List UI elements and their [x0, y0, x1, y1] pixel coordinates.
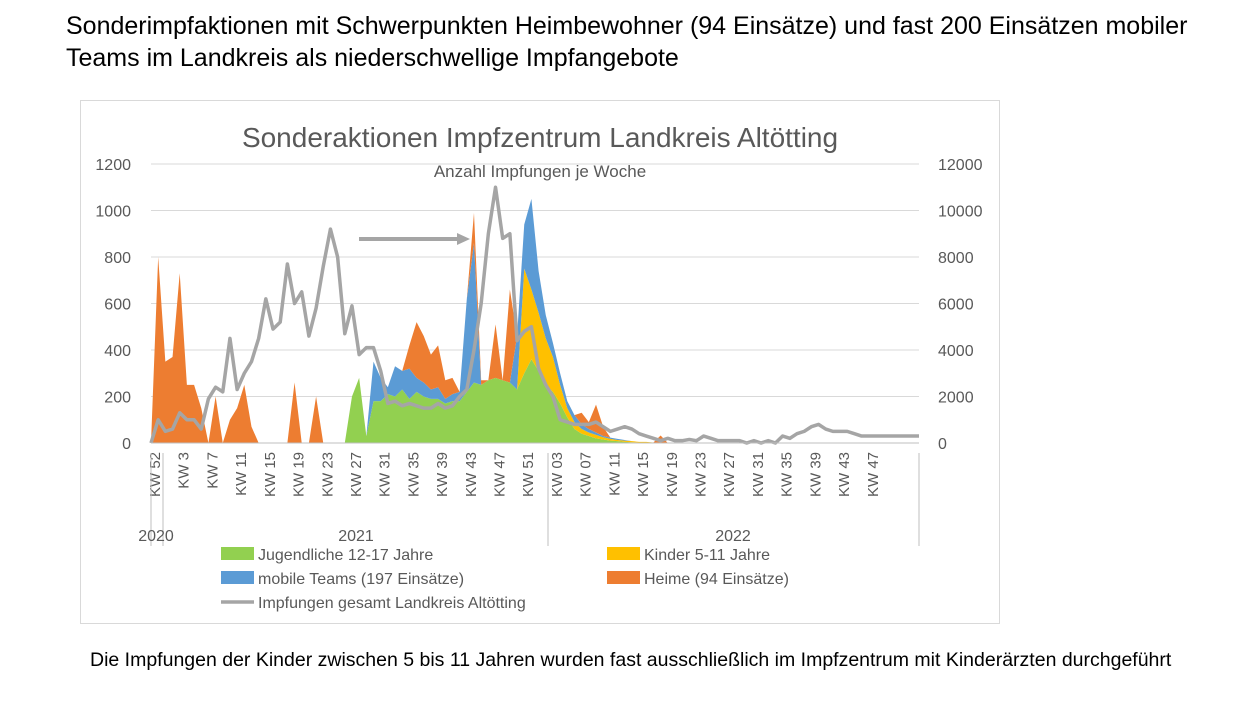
x-tick-label: KW 52 — [147, 452, 164, 497]
legend-swatch-jugendliche — [221, 547, 254, 560]
y-left-tick-label: 800 — [104, 250, 131, 267]
y-left-tick-label: 1200 — [95, 157, 131, 174]
x-tick-label: KW 15 — [635, 452, 652, 497]
x-tick-label: KW 23 — [692, 452, 709, 497]
footnote: Die Impfungen der Kinder zwischen 5 bis … — [90, 649, 1172, 671]
area-mobile — [151, 198, 919, 443]
legend-label: Heime (94 Einsätze) — [644, 571, 789, 588]
y-right-tick-label: 0 — [938, 436, 947, 453]
x-tick-label: KW 31 — [750, 452, 767, 497]
area-jugendliche — [151, 359, 919, 443]
y-left-tick-label: 400 — [104, 343, 131, 360]
legend: Jugendliche 12-17 Jahre Kinder 5-11 Jahre… — [221, 547, 789, 612]
line-impfungen-gesamt — [149, 185, 919, 445]
legend-swatch-kinder — [607, 547, 640, 560]
year-label: 2021 — [338, 528, 374, 545]
x-tick-label: KW 35 — [405, 452, 422, 497]
x-tick-label: KW 47 — [865, 452, 882, 497]
y-left-tick-label: 1000 — [95, 204, 131, 221]
total-line-layer — [149, 185, 919, 445]
x-tick-label: KW 35 — [779, 452, 796, 497]
axes: 0 0 200 2000 400 4000 600 6000 800 8000 1000 10000 1… — [95, 157, 983, 546]
x-tick-label: KW 07 — [578, 452, 595, 497]
y-right-tick-label: 12000 — [938, 157, 983, 174]
x-tick-label: KW 43 — [836, 452, 853, 497]
x-tick-label: KW 51 — [520, 452, 537, 497]
x-tick-label: KW 27 — [721, 452, 738, 497]
x-tick-label: KW 27 — [348, 452, 365, 497]
x-tick-label: KW 11 — [606, 452, 623, 496]
x-tick-label: KW 39 — [434, 452, 451, 497]
chart-container: Sonderaktionen Impfzentrum Landkreis Alt… — [80, 100, 1000, 624]
slide-title: Sonderimpfaktionen mit Schwerpunkten Hei… — [66, 12, 1188, 72]
legend-label: Kinder 5-11 Jahre — [644, 547, 770, 564]
stacked-areas — [151, 198, 919, 443]
x-tick-label: KW 43 — [463, 452, 480, 497]
x-tick-label: KW 19 — [291, 452, 308, 497]
legend-label: Jugendliche 12-17 Jahre — [258, 547, 433, 564]
x-tick-label: KW 19 — [664, 452, 681, 497]
x-tick-label: KW 15 — [262, 452, 279, 497]
chart-svg: Sonderaktionen Impfzentrum Landkreis Alt… — [95, 122, 983, 612]
y-left-tick-label: 200 — [104, 390, 131, 407]
y-right-tick-label: 6000 — [938, 297, 974, 314]
x-tick-label: KW 39 — [807, 452, 824, 497]
chart-title: Sonderaktionen Impfzentrum Landkreis Alt… — [242, 122, 838, 153]
trend-arrow-head — [457, 233, 470, 245]
legend-label: Impfungen gesamt Landkreis Altötting — [258, 595, 526, 612]
chart-subtitle: Anzahl Impfungen je Woche — [434, 162, 646, 181]
y-right-tick-label: 10000 — [938, 204, 983, 221]
x-tick-label: KW 23 — [319, 452, 336, 497]
year-label: 2020 — [138, 528, 174, 545]
legend-label: mobile Teams (197 Einsätze) — [258, 571, 464, 588]
x-tick-label: KW 31 — [377, 452, 394, 497]
year-label: 2022 — [715, 528, 751, 545]
x-tick-label: KW 11 — [233, 452, 250, 496]
y-right-tick-label: 4000 — [938, 343, 974, 360]
legend-swatch-mobile — [221, 571, 254, 584]
y-left-tick-label: 600 — [104, 297, 131, 314]
trend-arrow — [359, 233, 470, 245]
x-tick-label: KW 7 — [204, 452, 221, 489]
x-tick-label: KW 03 — [549, 452, 566, 497]
y-right-tick-label: 8000 — [938, 250, 974, 267]
y-left-tick-label: 0 — [122, 436, 131, 453]
x-tick-label: KW 3 — [176, 452, 193, 489]
legend-swatch-heime — [607, 571, 640, 584]
x-tick-label: KW 47 — [492, 452, 509, 497]
y-right-tick-label: 2000 — [938, 390, 974, 407]
